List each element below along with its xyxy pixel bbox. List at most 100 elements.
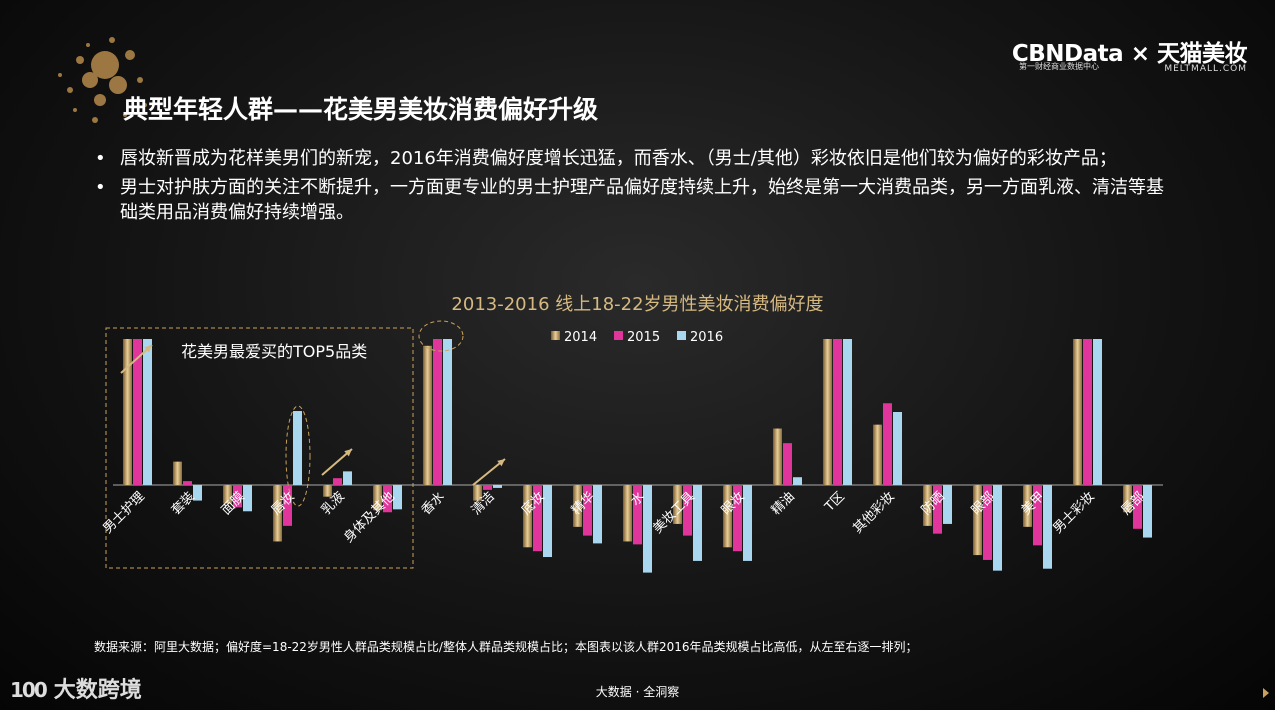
bar-2016-18 xyxy=(1043,485,1052,569)
bullet-dot: • xyxy=(95,177,106,198)
bar-2016-12 xyxy=(743,485,752,561)
legend-swatch-2015 xyxy=(614,331,623,340)
bar-2016-9 xyxy=(593,485,602,544)
bar-2015-8 xyxy=(533,485,542,552)
bar-2016-5 xyxy=(393,485,402,510)
bullet-text: 男士对护肤方面的关注不断提升，一方面更专业的男士护理产品偏好度持续上升，始终是第… xyxy=(120,177,1164,223)
bar-2014-15 xyxy=(873,424,882,485)
bar-2015-18 xyxy=(1033,485,1042,546)
bar-2014-7 xyxy=(473,485,482,501)
bar-2014-2 xyxy=(223,485,232,504)
highlight-ellipse-perfume xyxy=(418,320,464,352)
bar-2016-14 xyxy=(843,339,852,485)
legend-label-2016: 2016 xyxy=(690,330,723,345)
bar-2014-12 xyxy=(723,485,732,548)
top5-callout-box xyxy=(105,327,414,569)
highlight-ellipse-lip xyxy=(285,405,311,507)
bar-2016-15 xyxy=(893,412,902,485)
bar-2015-15 xyxy=(883,403,892,485)
bar-2014-16 xyxy=(923,485,932,526)
logo-subtitle-left: 第一财经商业数据中心 xyxy=(1019,62,1099,71)
legend-swatch-2016 xyxy=(677,331,686,340)
bar-2015-17 xyxy=(983,485,992,560)
brand-logo: CBNData × 天猫美妆 第一财经商业数据中心 MELTMALL.COM xyxy=(1011,34,1248,74)
x-tick-label: 精油 xyxy=(769,489,798,518)
bar-2015-10 xyxy=(633,485,642,545)
bar-2016-11 xyxy=(693,485,702,561)
bar-2016-19 xyxy=(1093,339,1102,485)
bar-2016-6 xyxy=(443,339,452,485)
bar-2016-20 xyxy=(1143,485,1152,538)
bar-2016-4 xyxy=(343,471,352,485)
bar-2014-3 xyxy=(273,485,282,542)
bar-2014-20 xyxy=(1123,485,1132,513)
top5-callout-label: 花美男最爱买的TOP5品类 xyxy=(181,342,367,361)
bar-2016-16 xyxy=(943,485,952,524)
bar-2015-5 xyxy=(383,485,392,513)
legend-label-2015: 2015 xyxy=(627,330,660,345)
bar-2014-6 xyxy=(423,345,432,485)
bar-2016-3 xyxy=(293,411,302,485)
bar-2014-5 xyxy=(373,485,382,511)
bar-2016-0 xyxy=(143,339,152,485)
bar-2014-11 xyxy=(673,485,682,524)
page-title: 典型年轻人群——花美男美妆消费偏好升级 xyxy=(123,95,599,124)
bar-2016-7 xyxy=(493,485,502,488)
bar-2015-0 xyxy=(133,339,142,485)
bar-2015-11 xyxy=(683,485,692,536)
brand-mark-icon: 100 xyxy=(10,678,48,702)
bullet-item: • 男士对护肤方面的关注不断提升，一方面更专业的男士护理产品偏好度持续上升，始终… xyxy=(95,175,1175,225)
x-tick-label: 男士彩妆 xyxy=(1050,489,1097,536)
bar-2014-8 xyxy=(523,485,532,548)
bar-2016-17 xyxy=(993,485,1002,571)
bar-2015-20 xyxy=(1133,485,1142,529)
footer-brand: 100 大数跨境 xyxy=(10,672,142,704)
bar-2014-1 xyxy=(173,461,182,485)
bullet-dot: • xyxy=(95,148,106,169)
footer-slogan: 大数据 · 全洞察 xyxy=(595,685,680,699)
bar-2014-9 xyxy=(573,485,582,527)
x-tick-label: 香水 xyxy=(419,489,448,518)
x-tick-label: 其他彩妆 xyxy=(850,489,897,536)
next-slide-arrow-icon[interactable] xyxy=(1263,688,1269,698)
bar-2015-9 xyxy=(583,485,592,536)
bar-2015-1 xyxy=(183,481,192,485)
bar-2014-18 xyxy=(1023,485,1032,527)
bar-2014-13 xyxy=(773,428,782,485)
bar-2016-13 xyxy=(793,477,802,485)
gold-splash-decoration xyxy=(58,37,147,123)
bullet-list: • 唇妆新晋成为花样美男们的新宠，2016年消费偏好度增长迅猛，而香水、（男士/… xyxy=(95,146,1175,229)
bar-2014-17 xyxy=(973,485,982,556)
bar-2016-10 xyxy=(643,485,652,573)
bar-2016-2 xyxy=(243,485,252,512)
logo-times: × xyxy=(1130,41,1150,67)
trend-arrow-icon-head xyxy=(144,345,152,353)
bar-2014-0 xyxy=(123,339,132,485)
bar-2016-1 xyxy=(193,485,202,501)
trend-arrow-icon-head xyxy=(497,459,505,467)
logo-tmall: 天猫美妆 xyxy=(1157,41,1248,67)
logo-subtitle-right: MELTMALL.COM xyxy=(1164,64,1247,74)
bar-2015-7 xyxy=(483,485,492,490)
bar-2015-6 xyxy=(433,339,442,485)
bar-2015-12 xyxy=(733,485,742,552)
bar-2015-13 xyxy=(783,443,792,485)
bullet-item: • 唇妆新晋成为花样美男们的新宠，2016年消费偏好度增长迅猛，而香水、（男士/… xyxy=(95,146,1175,171)
bar-2015-4 xyxy=(333,478,342,485)
x-tick-label: 身体及其他 xyxy=(341,489,398,546)
trend-arrow-icon-head xyxy=(344,449,352,457)
bullet-text: 唇妆新晋成为花样美男们的新宠，2016年消费偏好度增长迅猛，而香水、（男士/其他… xyxy=(120,148,1117,169)
chart-title: 2013-2016 线上18-22岁男性美妆消费偏好度 xyxy=(451,294,824,315)
bar-2016-8 xyxy=(543,485,552,558)
data-source-note: 数据来源：阿里大数据；偏好度=18-22岁男性人群品类规模占比/整体人群品类规模… xyxy=(94,640,918,654)
legend-label-2014: 2014 xyxy=(564,330,597,345)
legend-swatch-2014 xyxy=(551,331,560,340)
logo-cbndata: CBNData xyxy=(1011,41,1124,67)
bar-2015-16 xyxy=(933,485,942,534)
bar-2014-14 xyxy=(823,339,832,485)
bar-2015-2 xyxy=(233,485,242,508)
bar-2014-19 xyxy=(1073,339,1082,485)
x-tick-label: 男士护理 xyxy=(100,489,147,536)
brand-text: 大数跨境 xyxy=(53,678,142,703)
